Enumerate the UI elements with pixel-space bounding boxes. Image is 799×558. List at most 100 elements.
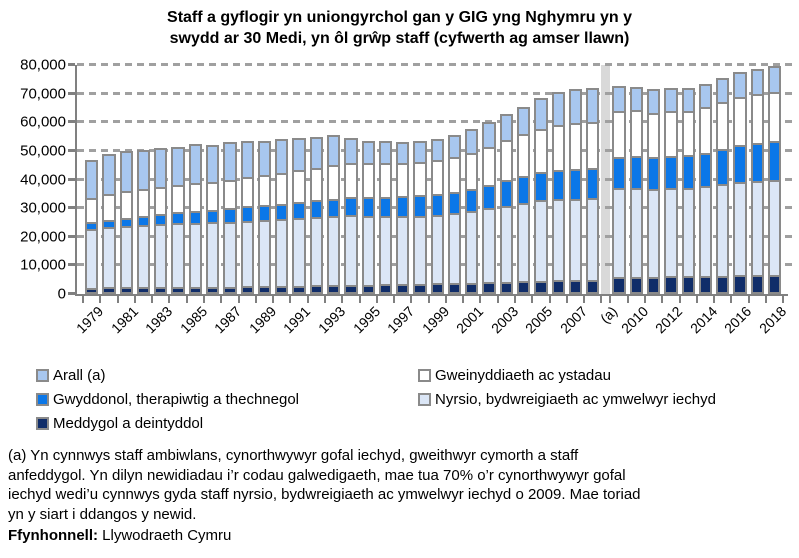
bar-1980-segment-5 bbox=[102, 153, 116, 194]
bar-2003-segment-4 bbox=[499, 140, 514, 181]
bar-2012-segment-4 bbox=[664, 111, 678, 157]
bar-1990-segment-3 bbox=[275, 203, 289, 220]
bar-1997-segment-3 bbox=[396, 196, 410, 217]
bar-2018-segment-3 bbox=[767, 141, 782, 180]
bar-1997-segment-4 bbox=[396, 163, 410, 197]
bar-2015-segment-1 bbox=[716, 275, 730, 294]
bar-1993-segment-1 bbox=[326, 285, 341, 294]
bar-1997 bbox=[394, 65, 413, 303]
bar-2000-segment-2 bbox=[447, 213, 462, 284]
bar-1981-segment-2 bbox=[119, 226, 133, 288]
legend-item-left-3: Meddygol a deintyddol bbox=[36, 414, 299, 432]
bar-2012-segment-1 bbox=[664, 276, 678, 294]
bar-1999-segment-3 bbox=[430, 193, 444, 215]
x-tick-label-aaa: (a) bbox=[596, 303, 620, 327]
legend-left-column: Arall (a) Gwyddonol, therapiwtig a thechn… bbox=[36, 366, 299, 438]
bar-1988-segment-5 bbox=[240, 140, 254, 177]
bar-2016 bbox=[731, 65, 750, 303]
bar-2012-segment-3 bbox=[664, 156, 678, 189]
bar-1999 bbox=[429, 65, 448, 303]
bar-2009-segment-1 bbox=[612, 276, 626, 294]
x-tick-label-2001: 2001 bbox=[452, 303, 486, 337]
bar-2017-segment-1 bbox=[750, 275, 764, 294]
bar-1982-segment-5 bbox=[136, 150, 151, 189]
bar-1985-segment-3 bbox=[188, 210, 202, 223]
bar-1994-segment-1 bbox=[344, 284, 358, 294]
bar-2011-segment-3 bbox=[647, 157, 661, 189]
chart-title: Staff a gyflogir yn uniongyrchol gan y G… bbox=[0, 7, 799, 49]
bar-1986-segment-4 bbox=[205, 181, 220, 210]
bar-1979-segment-2 bbox=[85, 229, 99, 288]
bar-2004-segment-4 bbox=[517, 134, 531, 177]
bar-2001-segment-3 bbox=[465, 188, 479, 212]
bar-2003 bbox=[498, 65, 517, 303]
bar-2003-segment-1 bbox=[499, 281, 514, 294]
bar-1998-segment-1 bbox=[413, 283, 427, 294]
bar-1979-segment-3 bbox=[85, 222, 99, 230]
bar-1993-segment-5 bbox=[326, 135, 341, 166]
bar-2013-segment-2 bbox=[681, 187, 695, 277]
bar-1980-segment-4 bbox=[102, 193, 116, 220]
bar-2015-segment-4 bbox=[716, 102, 730, 150]
x-tick-label-1997: 1997 bbox=[383, 303, 417, 337]
bar-1996 bbox=[377, 65, 396, 303]
bar-2007-segment-1 bbox=[568, 279, 583, 294]
bar-2001-segment-5 bbox=[465, 129, 479, 153]
bar-2004-segment-5 bbox=[517, 106, 531, 135]
bar-1988-segment-4 bbox=[240, 176, 254, 207]
bar-1994-segment-3 bbox=[344, 196, 358, 216]
bar-2006-segment-3 bbox=[551, 170, 565, 200]
y-tick-label-30000: 30,000 bbox=[20, 199, 66, 217]
bar-1982-segment-4 bbox=[136, 188, 151, 216]
bar-1989-segment-1 bbox=[257, 286, 272, 294]
legend-item-right-1: Gweinyddiaeth ac ystadau bbox=[418, 366, 716, 384]
y-tick-label-80000: 80,000 bbox=[20, 56, 66, 74]
bar-1995-segment-3 bbox=[361, 196, 375, 216]
bar-1995 bbox=[360, 65, 379, 303]
bar-1991-segment-2 bbox=[292, 218, 306, 286]
bar-1980-segment-3 bbox=[102, 219, 116, 228]
y-tick-label-70000: 70,000 bbox=[20, 85, 66, 103]
bar-2017-segment-5 bbox=[750, 69, 764, 94]
legend-label-left-3: Meddygol a deintyddol bbox=[53, 414, 204, 432]
bar-2016-segment-5 bbox=[733, 72, 747, 97]
x-tick-label-1983: 1983 bbox=[141, 303, 175, 337]
bar-1986-segment-1 bbox=[205, 286, 220, 294]
bar-2018-segment-5 bbox=[767, 66, 782, 92]
x-tick-label-2007: 2007 bbox=[556, 303, 590, 337]
bar-2005-segment-1 bbox=[534, 280, 548, 294]
bar-2003-segment-2 bbox=[499, 205, 514, 282]
bar-2018 bbox=[766, 65, 785, 303]
bar-1985-segment-1 bbox=[188, 286, 202, 294]
bar-1988 bbox=[239, 65, 258, 303]
bar-1982-segment-2 bbox=[136, 225, 151, 288]
bar-2012-segment-2 bbox=[664, 188, 678, 277]
bar-1995-segment-2 bbox=[361, 215, 375, 285]
bar-2013 bbox=[680, 65, 699, 303]
chart-title-line-1: Staff a gyflogir yn uniongyrchol gan y G… bbox=[167, 9, 632, 26]
bar-1991-segment-4 bbox=[292, 170, 306, 203]
x-tick-label-2010: 2010 bbox=[617, 303, 651, 337]
bar-2009-segment-4 bbox=[612, 110, 626, 157]
y-tick-label-50000: 50,000 bbox=[20, 142, 66, 160]
bar-1984-segment-1 bbox=[171, 286, 185, 294]
bar-1983-segment-3 bbox=[154, 213, 168, 225]
x-tick-label-2005: 2005 bbox=[521, 303, 555, 337]
legend-label-left-2: Gwyddonol, therapiwtig a thechnegol bbox=[53, 390, 299, 408]
bar-2002-segment-4 bbox=[482, 146, 496, 185]
bar-1986 bbox=[204, 65, 223, 303]
bar-2000-segment-3 bbox=[447, 191, 462, 214]
bar-1984 bbox=[169, 65, 188, 303]
bar-1988-segment-2 bbox=[240, 220, 254, 287]
x-tick-label-1981: 1981 bbox=[107, 303, 141, 337]
legend-item-right-2: Nyrsio, bydwreigiaeth ac ymwelwyr iechyd bbox=[418, 390, 716, 408]
bar-2011-segment-4 bbox=[647, 112, 661, 158]
bar-1990-segment-1 bbox=[275, 286, 289, 294]
footnote-line-1: (a) Yn cynnwys staff ambiwlans, cynorthw… bbox=[8, 447, 579, 464]
bar-1995-segment-5 bbox=[361, 140, 375, 164]
x-tick-label-2014: 2014 bbox=[686, 303, 720, 337]
bar-1996-segment-5 bbox=[378, 140, 393, 164]
bar-2001-segment-2 bbox=[465, 211, 479, 283]
bar-1995-segment-4 bbox=[361, 163, 375, 197]
bar-1997-segment-2 bbox=[396, 216, 410, 284]
